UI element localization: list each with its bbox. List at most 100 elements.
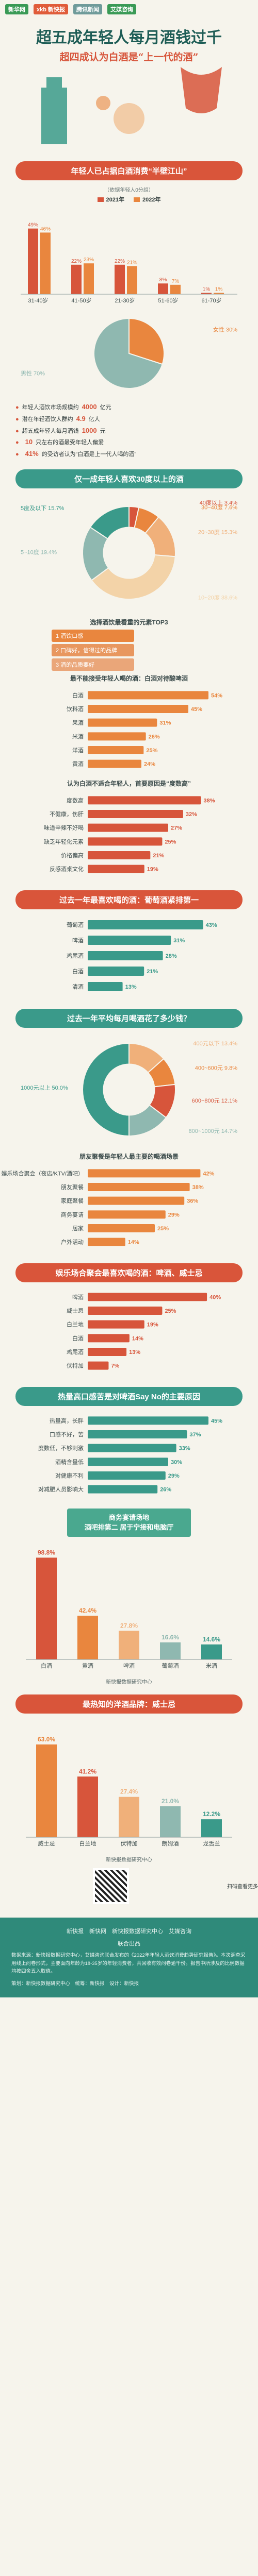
bar	[88, 865, 144, 873]
data-label: 22%	[115, 259, 125, 264]
x-tick-label: 51-60岁	[158, 297, 178, 304]
qr-code[interactable]	[93, 1868, 129, 1904]
category-label: 酒精含量低	[55, 1458, 84, 1465]
data-label: 36%	[187, 1198, 198, 1204]
data-label: 21.0%	[162, 1798, 179, 1805]
column	[160, 1642, 181, 1659]
bar	[88, 745, 144, 754]
category-label: 威士忌	[67, 1308, 84, 1314]
category-label: 商务宴请	[61, 1211, 84, 1218]
pie-slice	[82, 1042, 130, 1137]
data-label: 21%	[153, 853, 164, 859]
bubble-icon	[96, 96, 110, 110]
category-label: 白酒	[72, 1334, 84, 1342]
pie-slice	[91, 554, 176, 600]
bubble-icon	[114, 103, 144, 134]
category-label: 伏特加	[67, 1362, 84, 1369]
data-label: 28%	[166, 953, 177, 959]
fact-unit: 只左右的酒最受年轻人偏爱	[36, 439, 104, 446]
spirit-brand-column-chart: 63.0% 威士忌 41.2% 白兰地 27.4% 伏特加 21.0% 朗姆酒 12.2% 龙舌兰	[26, 1736, 232, 1847]
category-label: 对健康不利	[55, 1472, 84, 1479]
qr-section: 扫码查看更多	[0, 1863, 258, 1909]
x-tick-label: 61-70岁	[201, 297, 221, 304]
x-tick-label: 伏特加	[121, 1840, 138, 1847]
data-label: 32%	[186, 811, 197, 818]
data-label: 63.0%	[38, 1736, 55, 1743]
data-label: 37%	[189, 1432, 201, 1438]
bullet-icon: ●	[15, 416, 19, 422]
category-label: 户外活动	[61, 1238, 84, 1245]
column	[77, 1776, 98, 1837]
fact-item: ● 10 只左右的酒最受年轻人偏爱	[15, 436, 243, 448]
data-label: 43%	[206, 922, 217, 928]
occasions-title: 朋友聚餐是年轻人最主要的喝酒场景	[79, 1153, 179, 1160]
fact-number: 10	[25, 438, 33, 446]
category-label: 度数高	[67, 796, 84, 804]
bar	[214, 293, 224, 294]
slice-label: 5度及以下 15.7%	[21, 504, 64, 512]
data-label: 21%	[127, 260, 137, 265]
x-tick-label: 米酒	[206, 1663, 217, 1669]
category-label: 热量高，长胖	[50, 1417, 84, 1424]
data-label: 27.8%	[120, 1622, 138, 1629]
category-label: 洋酒	[72, 747, 84, 754]
age-chart-note: （依据年轻人0分组）	[104, 188, 154, 193]
favorite-types-title: 最不能接受年轻人喝的酒：白酒对待酸啤酒	[70, 674, 188, 682]
data-label: 29%	[168, 1212, 180, 1218]
fact-unit: 亿人	[88, 416, 100, 422]
bar	[88, 1444, 176, 1452]
section-title-s2: 仅一成年轻人喜欢30度以上的酒	[15, 469, 243, 488]
qr-label: 扫码查看更多	[227, 1884, 258, 1890]
data-label: 46%	[40, 226, 51, 232]
data-label: 31%	[173, 938, 185, 944]
bar	[88, 1224, 155, 1232]
category-label: 清酒	[72, 984, 84, 990]
slice-label: 40度以上 3.4%	[200, 499, 238, 506]
footer-credits: 新快报 新快网 新快报数据研究中心 艾媒咨询	[67, 1928, 191, 1935]
category-label: 鸡尾酒	[67, 1348, 84, 1355]
bar	[88, 1306, 163, 1315]
category-label: 朋友聚餐	[61, 1183, 84, 1191]
fact-item: ● 41% 的受访者认为“白酒是上一代人喝的酒”	[15, 448, 243, 460]
gender-pie-chart: 女性 30% 男性 70%	[21, 317, 237, 389]
bar	[88, 759, 141, 768]
bar	[88, 1485, 158, 1494]
bar	[28, 228, 38, 294]
data-label: 19%	[147, 866, 158, 872]
pie-slice	[93, 317, 163, 389]
spirit-share-column-chart: 98.8% 白酒 42.4% 黄酒 27.8% 啤酒 16.6% 葡萄酒 14.6% 米酒	[26, 1549, 232, 1669]
bar	[88, 1334, 130, 1343]
bottle-icon	[41, 77, 67, 144]
bar	[88, 920, 203, 929]
x-tick-label: 31-40岁	[28, 297, 48, 304]
legend-label: 2021年	[106, 197, 124, 203]
category-label: 白酒	[72, 691, 84, 699]
column	[36, 1744, 57, 1837]
bar	[88, 935, 171, 945]
fact-item: ● 潜在年轻酒饮人群约 4.9 亿人	[15, 413, 243, 425]
bullet-icon: ●	[15, 404, 19, 411]
slice-label: 800~1000元 14.7%	[189, 1128, 238, 1134]
column	[36, 1557, 57, 1659]
category-label: 反感酒桌文化	[50, 865, 84, 872]
section-title-s3: 过去一年最喜欢喝的酒：葡萄酒紧排第一	[15, 890, 243, 909]
footer: 新快报 新快网 新快报数据研究中心 艾媒咨询 联合出品 数据来源：新快报数据研究…	[0, 1917, 258, 1997]
bar	[84, 263, 94, 294]
column	[119, 1797, 139, 1837]
data-label: 41.2%	[79, 1768, 96, 1775]
bar	[88, 1320, 144, 1329]
bar	[88, 1347, 127, 1356]
legend-label: 2022年	[142, 197, 161, 203]
data-label: 22%	[71, 259, 82, 264]
category-label: 葡萄酒	[67, 922, 84, 928]
category-label: 居家	[72, 1225, 84, 1232]
data-label: 1%	[203, 286, 211, 292]
bar	[88, 1471, 166, 1480]
degree-donut-chart: 40度以上 3.4%30~40度 7.6% 20~30度 15.3% 10~20度 …	[21, 499, 238, 601]
bar	[88, 1238, 125, 1246]
data-label: 14%	[128, 1239, 139, 1245]
x-tick-label: 21-30岁	[115, 297, 135, 304]
category-label: 白酒	[72, 968, 84, 975]
bullet-icon: ●	[15, 439, 19, 446]
pie-slice	[89, 505, 130, 539]
